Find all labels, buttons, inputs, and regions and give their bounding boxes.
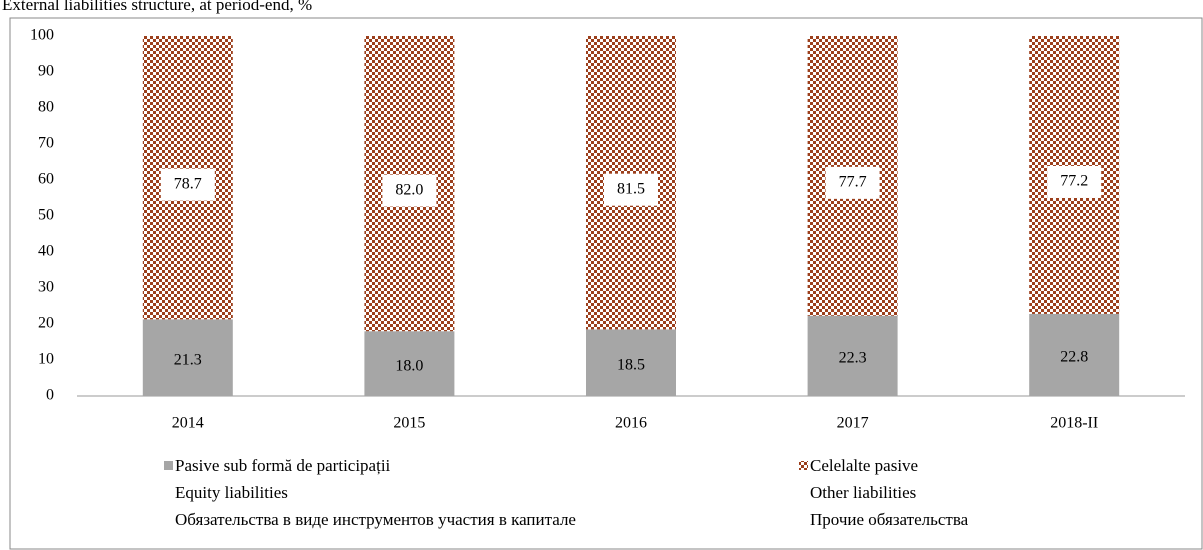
- y-tick-label: 100: [30, 27, 54, 44]
- legend-swatch: [164, 461, 173, 470]
- y-tick-label: 80: [38, 99, 54, 116]
- y-tick-label: 0: [46, 387, 54, 404]
- data-label-box: [382, 174, 437, 207]
- y-tick-label: 90: [38, 63, 54, 80]
- x-tick-label: 2018-II: [1050, 415, 1098, 432]
- data-label: 22.3: [839, 350, 867, 367]
- bar-segment: [364, 331, 455, 396]
- y-tick-label: 40: [38, 243, 54, 260]
- legend-label: Прочие обязательства: [810, 510, 969, 529]
- data-label: 77.7: [839, 174, 867, 191]
- y-tick-label: 30: [38, 279, 54, 296]
- data-label: 21.3: [174, 351, 202, 368]
- data-label: 82.0: [395, 181, 423, 198]
- legend-swatch: [799, 461, 808, 470]
- x-tick-label: 2016: [615, 415, 647, 432]
- legend-label: Other liabilities: [810, 483, 916, 502]
- y-tick-label: 20: [38, 315, 54, 332]
- data-label: 18.5: [617, 356, 645, 373]
- data-label: 22.8: [1060, 349, 1088, 366]
- chart-border: [9, 17, 1203, 550]
- bar-segment: [807, 315, 898, 396]
- data-label: 78.7: [174, 175, 202, 192]
- bar-segment: [1029, 313, 1120, 396]
- y-tick-label: 10: [38, 351, 54, 368]
- data-label: 77.2: [1060, 173, 1088, 190]
- bar-segment: [586, 329, 676, 396]
- data-label: 81.5: [617, 180, 645, 197]
- legend-label: Обязательства в виде инструментов участи…: [175, 510, 576, 529]
- x-tick-label: 2017: [837, 415, 869, 432]
- legend-label: Pasive sub formă de participații: [175, 456, 391, 475]
- legend-label: Celelalte pasive: [810, 456, 918, 475]
- data-label: 18.0: [395, 357, 423, 374]
- data-label-box: [825, 166, 880, 199]
- bar-segment: [142, 319, 233, 396]
- y-tick-label: 60: [38, 171, 54, 188]
- chart-title: External liabilities structure, at perio…: [2, 0, 312, 14]
- x-tick-label: 2014: [172, 415, 204, 432]
- data-label-box: [1047, 165, 1102, 198]
- x-tick-label: 2015: [393, 415, 425, 432]
- legend-label: Equity liabilities: [175, 483, 288, 502]
- y-tick-label: 70: [38, 135, 54, 152]
- y-tick-label: 50: [38, 207, 54, 224]
- data-label-box: [604, 173, 658, 206]
- data-label-box: [160, 168, 215, 201]
